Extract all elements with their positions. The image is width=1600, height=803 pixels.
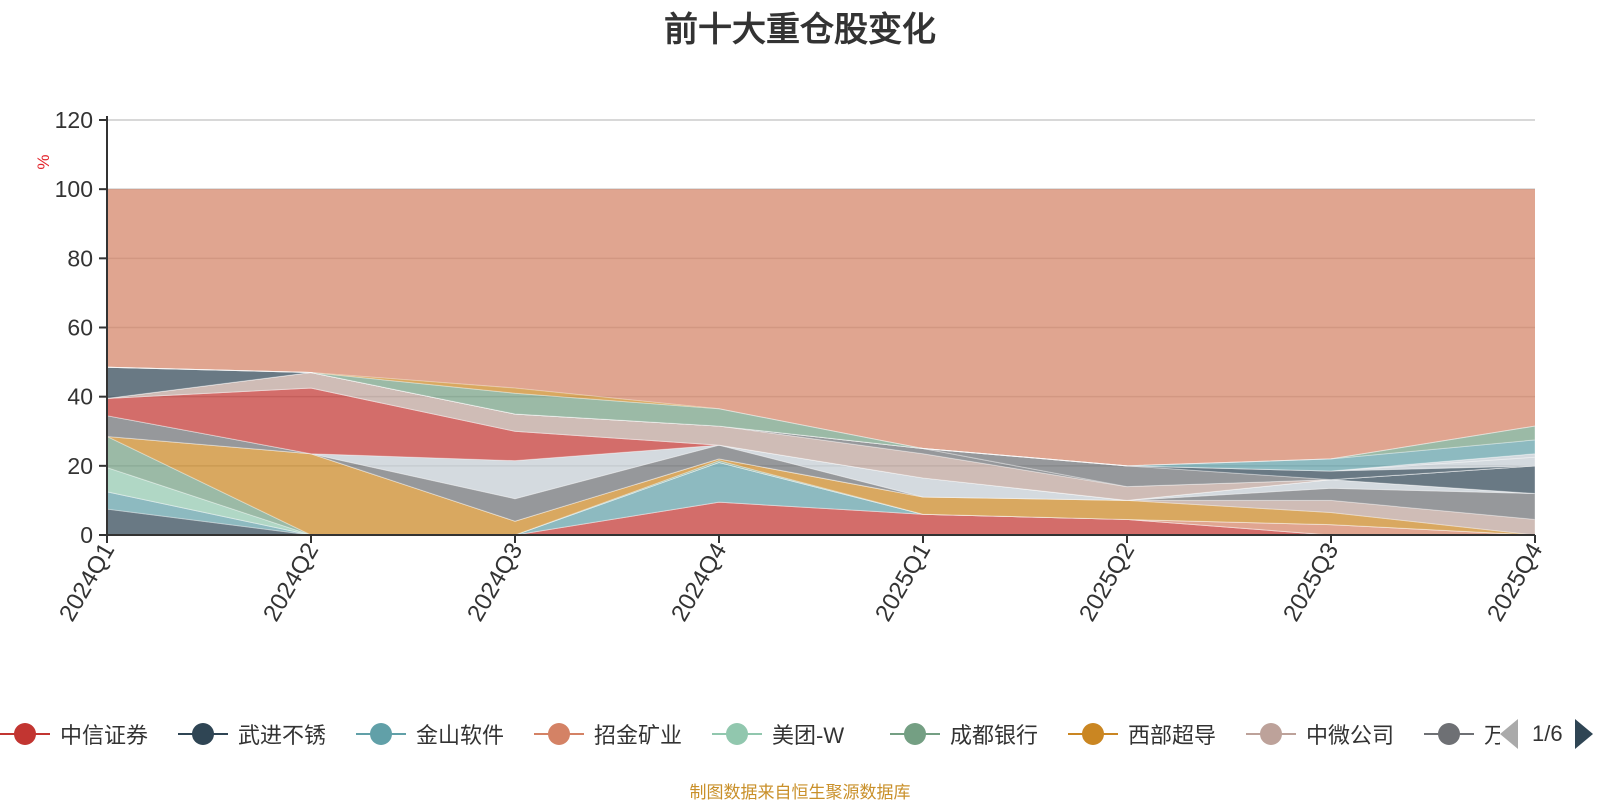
- legend-item[interactable]: 金山软件: [356, 712, 504, 756]
- remainder-area: [107, 189, 1535, 466]
- x-tick-label: 2024Q2: [258, 539, 324, 626]
- area-series-工商银行[interactable]: [106, 366, 1536, 472]
- legend-item[interactable]: 成都银行: [890, 712, 1038, 756]
- y-tick-label: 80: [67, 245, 93, 271]
- legend-page-indicator: 1/6: [1532, 721, 1563, 746]
- legend-item[interactable]: 美团-W: [712, 712, 844, 756]
- legend-label: 万华化学: [1484, 723, 1500, 748]
- legend-item[interactable]: 中信证券: [0, 712, 148, 756]
- y-tick-label: 100: [55, 176, 93, 202]
- y-tick-label: 40: [67, 384, 93, 410]
- x-tick-label: 2024Q1: [54, 539, 120, 626]
- legend-item[interactable]: 武进不锈: [178, 712, 326, 756]
- x-tick-label: 2025Q1: [870, 539, 936, 626]
- legend-item[interactable]: 万华化学: [1424, 712, 1500, 756]
- legend-label: 金山软件: [416, 723, 505, 748]
- legend-marker-icon: [0, 712, 50, 756]
- x-tick-label: 2024Q4: [666, 539, 732, 626]
- x-tick-label: 2025Q3: [1278, 539, 1344, 626]
- legend-marker-icon: [1068, 712, 1118, 756]
- area-series-中微公司[interactable]: [106, 435, 1536, 536]
- legend-label: 成都银行: [950, 723, 1039, 748]
- legend-label: 武进不锈: [238, 723, 327, 748]
- y-tick-label: 20: [67, 453, 93, 479]
- y-axis-label: %: [34, 154, 53, 169]
- legend: 中信证券 武进不锈 金山软件 招金矿业 美团-W 成都银行 西部超导 中微公司 万华化学: [0, 712, 1500, 756]
- chart-title: 前十大重仓股变化: [664, 11, 936, 49]
- legend-next-page-icon[interactable]: [1574, 719, 1593, 749]
- legend-prev-page-icon[interactable]: [1500, 719, 1518, 749]
- area-series-美的集团[interactable]: [106, 366, 1536, 472]
- legend-item[interactable]: 招金矿业: [534, 712, 682, 756]
- source-note: 制图数据来自恒生聚源数据库: [689, 783, 911, 802]
- legend-marker-icon: [890, 712, 940, 756]
- legend-marker-icon: [712, 712, 762, 756]
- legend-marker-icon: [178, 712, 228, 756]
- x-tick-label: 2025Q2: [1074, 539, 1140, 626]
- y-tick-label: 0: [80, 522, 93, 548]
- legend-item[interactable]: 中微公司: [1246, 712, 1394, 756]
- legend-label: 招金矿业: [594, 723, 683, 748]
- legend-marker-icon: [1424, 712, 1474, 756]
- y-tick-label: 120: [55, 107, 93, 133]
- legend-marker-icon: [534, 712, 584, 756]
- y-tick-label: 60: [67, 315, 93, 341]
- legend-label: 中微公司: [1306, 723, 1395, 748]
- legend-pager: 1/6: [1500, 716, 1593, 752]
- x-tick-label: 2024Q3: [462, 539, 528, 626]
- legend-label: 美团-W: [772, 723, 845, 748]
- area-series-药明康德[interactable]: [106, 366, 1536, 467]
- legend-label: 中信证券: [60, 723, 149, 748]
- x-tick-label: 2025Q4: [1482, 539, 1548, 626]
- legend-label: 西部超导: [1128, 723, 1217, 748]
- legend-marker-icon: [356, 712, 406, 756]
- area-series-中国平安[interactable]: [106, 366, 1536, 472]
- legend-item[interactable]: 西部超导: [1068, 712, 1216, 756]
- legend-marker-icon: [1246, 712, 1296, 756]
